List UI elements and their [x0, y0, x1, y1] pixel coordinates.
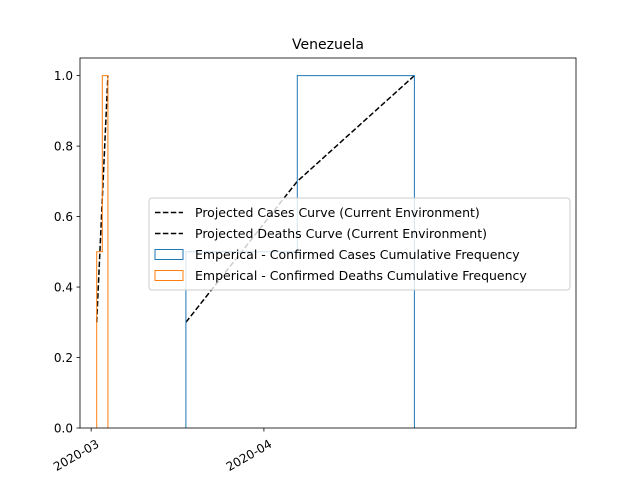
legend-box: [148, 197, 571, 291]
legend-swatch-box: [154, 270, 184, 281]
y-tick-label: 1.0: [54, 69, 73, 83]
y-axis: 0.0 0.2 0.4 0.6 0.8 1.0: [54, 69, 80, 435]
y-tick-label: 0.0: [54, 421, 73, 435]
legend-label: Projected Deaths Curve (Current Environm…: [195, 226, 487, 241]
y-tick-label: 0.6: [54, 210, 73, 224]
y-tick-label: 0.4: [54, 280, 73, 294]
legend-label: Projected Cases Curve (Current Environme…: [195, 205, 480, 220]
legend-label: Emperical - Confirmed Deaths Cumulative …: [195, 268, 527, 283]
chart-title: Venezuela: [292, 37, 364, 53]
y-tick-label: 0.8: [54, 139, 73, 153]
axes-frame: [79, 57, 577, 429]
y-tick-label: 0.2: [54, 351, 73, 365]
series-4-step: [96, 75, 109, 428]
legend-label: Emperical - Confirmed Cases Cumulative F…: [195, 247, 520, 262]
legend: Projected Cases Curve (Current Environme…: [148, 197, 571, 291]
legend-swatch-box: [154, 249, 184, 260]
